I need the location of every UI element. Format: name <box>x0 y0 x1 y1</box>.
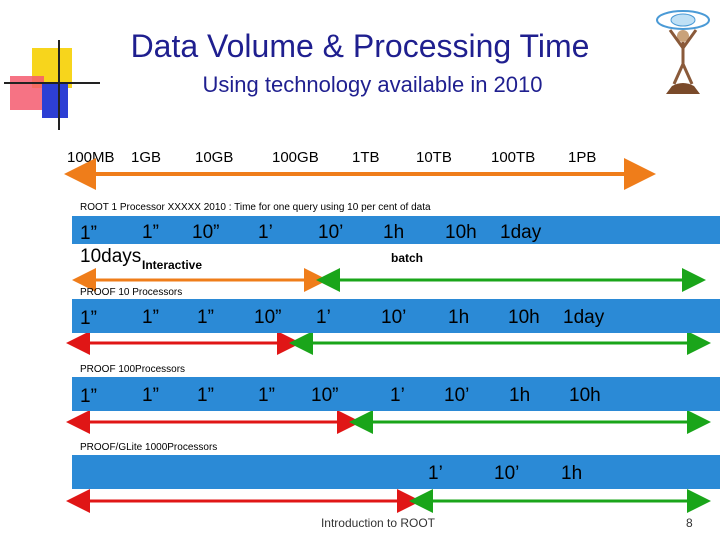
glite-cell-2: 10’ <box>494 463 520 484</box>
root-cell-4: 1’ <box>258 222 273 243</box>
proof10-band <box>72 299 720 333</box>
page-number: 8 <box>686 516 693 530</box>
proof10-cell-5: 1’ <box>316 307 331 328</box>
proof100-cell-7: 10’ <box>444 385 470 406</box>
proof100-cell-6: 1’ <box>390 385 405 406</box>
root-cell-3: 10” <box>192 222 220 243</box>
page-title: Data Volume & Processing Time <box>130 28 590 64</box>
logo-pink-square <box>10 76 44 110</box>
batch-label: batch <box>391 251 424 265</box>
proof10-cell-6: 10’ <box>381 307 407 328</box>
proof10-section-label: PROOF 10 Processors <box>80 287 183 298</box>
root-band <box>72 216 720 244</box>
logo-decoration <box>0 40 100 130</box>
proof100-band <box>72 377 720 411</box>
root-cell-6: 1h <box>383 222 405 243</box>
logo-blue-square <box>42 84 68 118</box>
proof100-cell-9: 10h <box>569 385 601 406</box>
root-cell-1: 1” <box>80 223 97 244</box>
proof10-cell-2: 1” <box>142 307 159 328</box>
atlas-figure-icon <box>656 10 710 94</box>
logo-horizontal-line <box>4 82 100 84</box>
glite-band <box>72 455 720 489</box>
glite-cell-1: 1’ <box>428 463 443 484</box>
proof100-cell-8: 1h <box>509 385 531 406</box>
interactive-label: Interactive <box>142 258 203 272</box>
proof10-cell-1: 1” <box>80 308 97 329</box>
glite-cell-3: 1h <box>561 463 583 484</box>
proof100-section-label: PROOF 100Processors <box>80 364 186 375</box>
proof10-cell-8: 10h <box>508 307 540 328</box>
page-subtitle: Using technology available in 2010 <box>202 72 543 97</box>
root-cell-2: 1” <box>142 222 159 243</box>
footer-text: Introduction to ROOT <box>320 516 436 530</box>
proof100-cell-5: 10” <box>311 385 339 406</box>
glite-section-label: PROOF/GLite 1000Processors <box>80 442 218 453</box>
proof10-cell-4: 10” <box>254 307 282 328</box>
proof10-cell-7: 1h <box>448 307 470 328</box>
proof100-cell-4: 1” <box>258 385 275 406</box>
proof100-cell-3: 1” <box>197 385 214 406</box>
root-cell-extra: 10days <box>80 246 142 267</box>
root-section-label: ROOT 1 Processor XXXXX 2010 : Time for o… <box>80 202 431 213</box>
proof100-cell-1: 1” <box>80 386 97 407</box>
logo-vertical-line <box>58 40 60 130</box>
proof10-cell-9: 1day <box>563 307 605 328</box>
root-cell-5: 10’ <box>318 222 344 243</box>
root-cell-7: 10h <box>445 222 477 243</box>
proof10-cell-3: 1” <box>197 307 214 328</box>
root-cell-8: 1day <box>500 222 542 243</box>
proof100-cell-2: 1” <box>142 385 159 406</box>
